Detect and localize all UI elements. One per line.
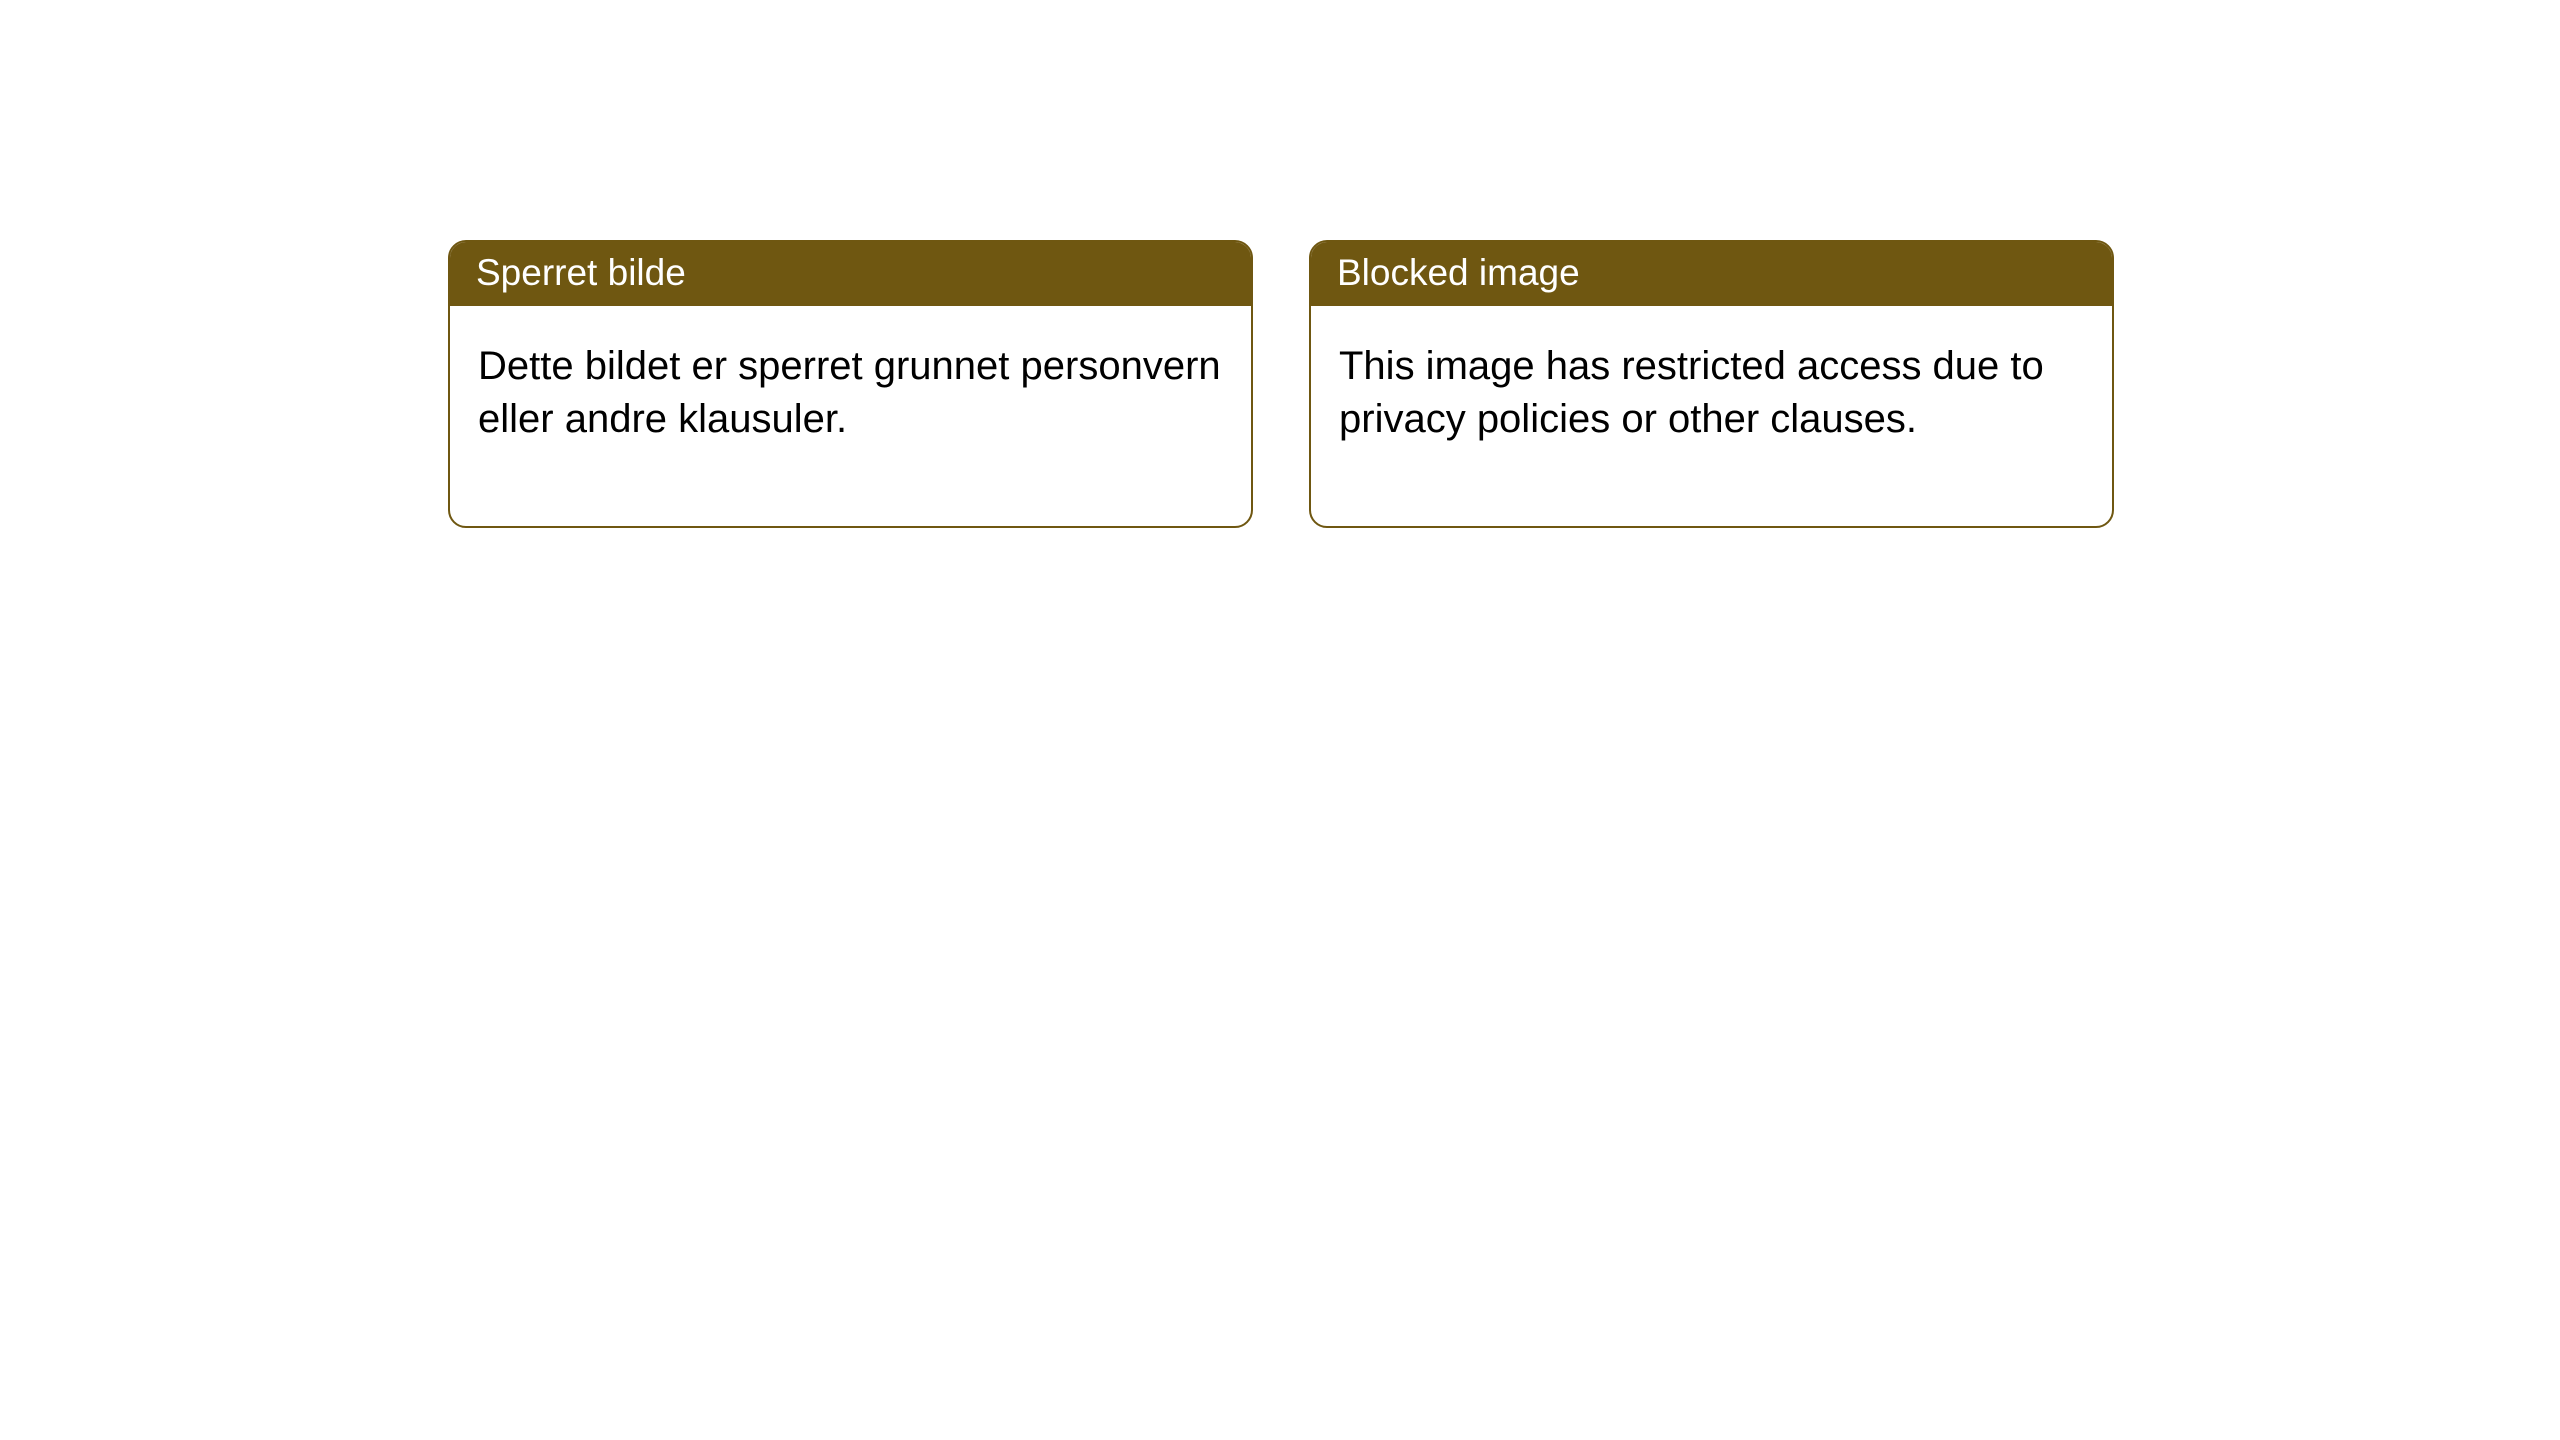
notice-message: This image has restricted access due to … xyxy=(1339,344,2044,441)
notice-body: This image has restricted access due to … xyxy=(1311,306,2112,526)
notice-container: Sperret bilde Dette bildet er sperret gr… xyxy=(448,240,2114,528)
notice-title: Blocked image xyxy=(1337,252,1580,293)
notice-header: Blocked image xyxy=(1311,242,2112,306)
notice-card-english: Blocked image This image has restricted … xyxy=(1309,240,2114,528)
notice-card-norwegian: Sperret bilde Dette bildet er sperret gr… xyxy=(448,240,1253,528)
notice-body: Dette bildet er sperret grunnet personve… xyxy=(450,306,1251,526)
notice-title: Sperret bilde xyxy=(476,252,686,293)
notice-message: Dette bildet er sperret grunnet personve… xyxy=(478,344,1221,441)
notice-header: Sperret bilde xyxy=(450,242,1251,306)
